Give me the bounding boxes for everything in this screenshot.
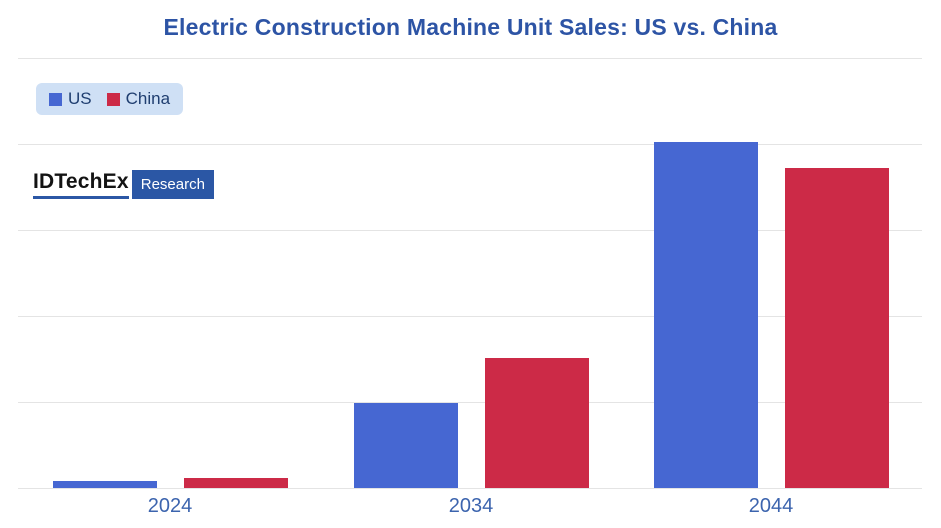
idtechex-watermark: IDTechEx Research [33,170,214,199]
china-series-swatch [106,92,120,106]
y-gridline [18,144,922,145]
bar-us-2044[interactable] [653,142,758,488]
y-gridline [18,230,922,231]
idtechex-logo-text: IDTechEx [33,170,129,199]
us-series-swatch [49,92,62,106]
legend: US China [36,83,184,115]
legend-label-china: China [125,89,171,108]
x-axis-baseline [18,488,922,489]
legend-label-us: US [68,89,92,108]
legend-item-china[interactable]: China [106,89,171,109]
x-axis-label-2034: 2034 [448,495,494,517]
bar-china-2034[interactable] [484,358,589,488]
chart-title: Electric Construction Machine Unit Sales… [163,14,778,40]
y-gridline [18,402,922,403]
y-gridline [18,316,922,317]
bar-us-2034[interactable] [353,402,458,488]
x-axis-label-2024: 2024 [147,495,193,517]
legend-item-us[interactable]: US [49,89,92,109]
bar-china-2024[interactable] [183,477,288,488]
y-gridline [18,58,922,59]
bar-us-2024[interactable] [52,481,157,488]
bar-china-2044[interactable] [784,168,889,488]
idtechex-research-badge: Research [131,170,214,199]
x-axis-label-2044: 2044 [748,495,794,517]
